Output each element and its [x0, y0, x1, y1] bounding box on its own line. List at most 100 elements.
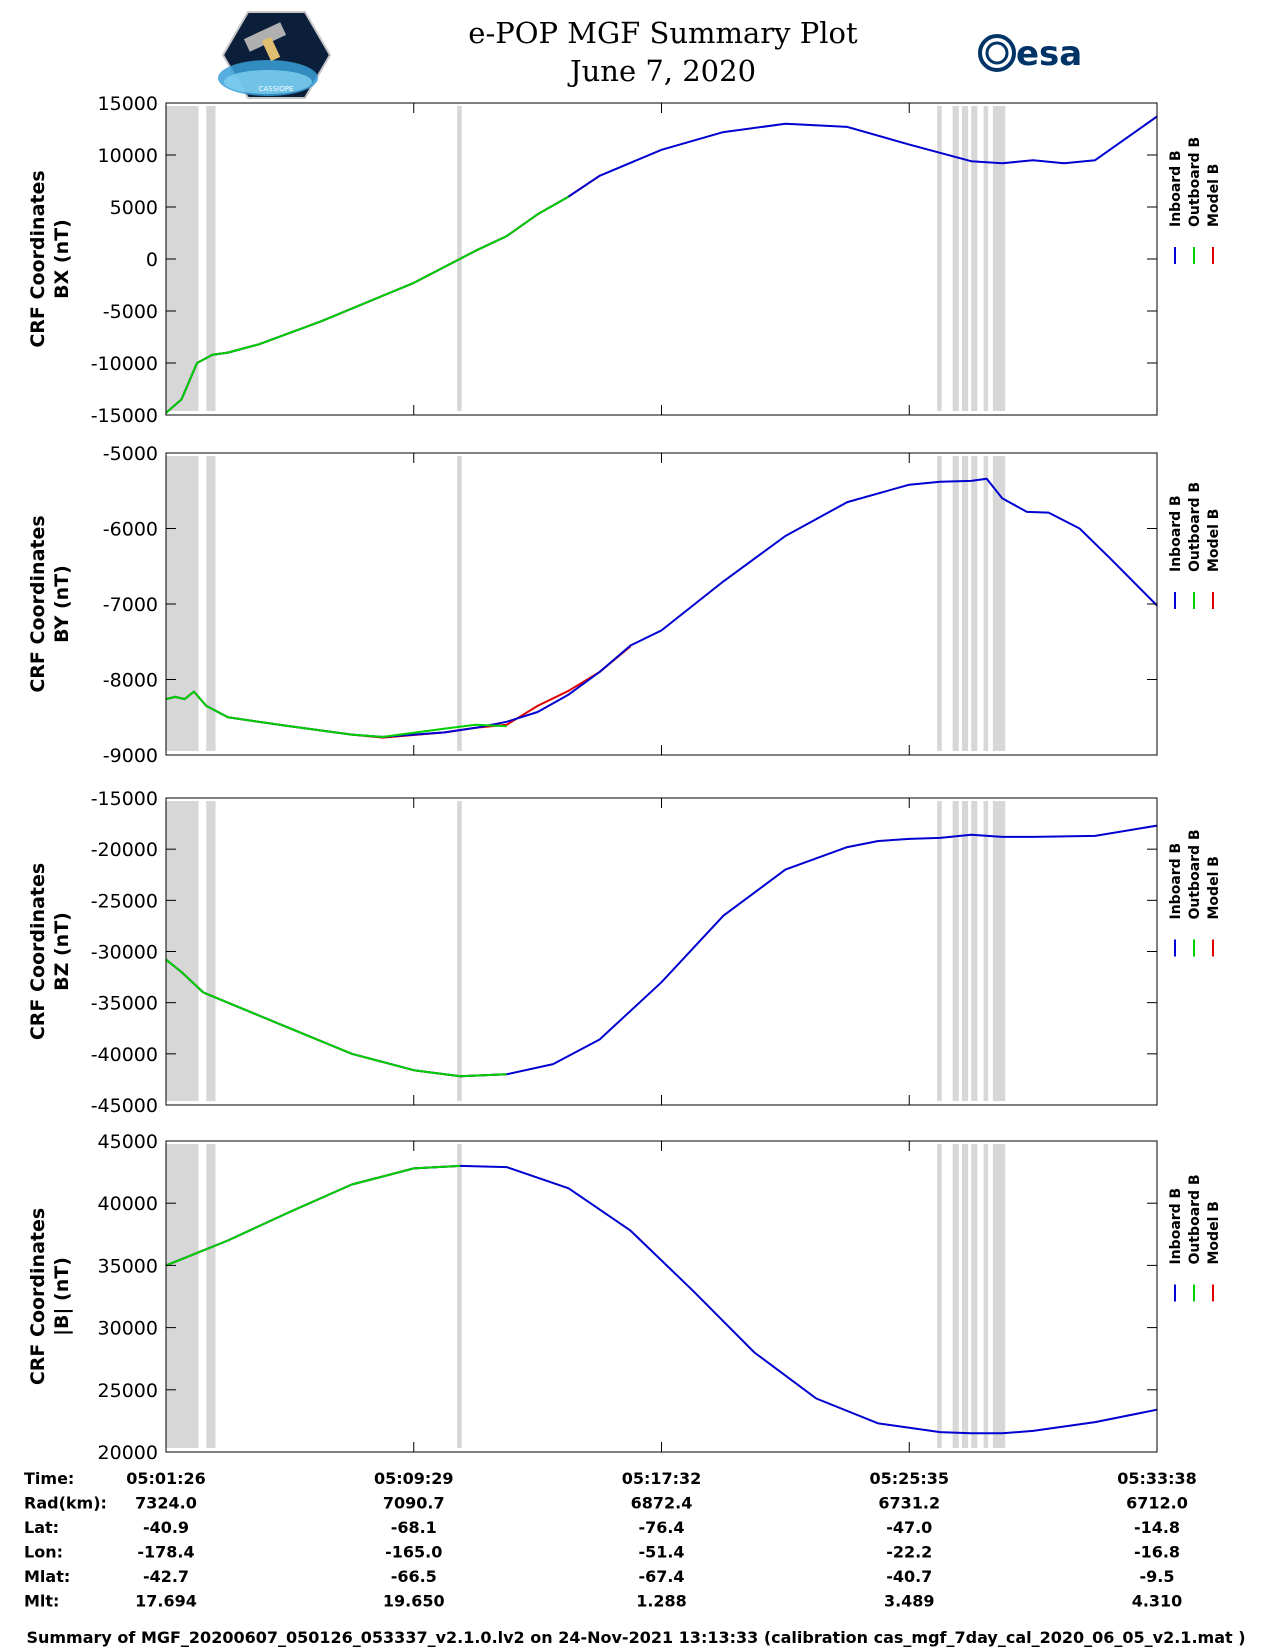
- ephemeris-value: -165.0: [385, 1543, 442, 1562]
- ephemeris-value: 4.310: [1132, 1592, 1183, 1611]
- legend: Inboard B Outboard B Model B: [1168, 1174, 1222, 1302]
- data-gap-band: [457, 456, 462, 751]
- series-line-model-b: [165, 958, 507, 1078]
- y-tick-label: -25000: [91, 890, 158, 912]
- data-gap-band: [983, 106, 989, 411]
- data-gap-band: [971, 801, 978, 1101]
- ephemeris-value: 7090.7: [383, 1494, 445, 1513]
- data-gap-band: [961, 456, 969, 751]
- legend-label: Outboard B: [1187, 829, 1203, 919]
- ephemeris-row: Rad(km): 7324.0 7090.7 6872.4 6731.2 6712.0: [24, 1494, 1188, 1513]
- chart-title-line2: June 7, 2020: [567, 54, 756, 88]
- ephemeris-value: -68.1: [391, 1518, 437, 1537]
- data-gap-band: [952, 106, 959, 411]
- y-tick-label: -45000: [91, 1095, 158, 1117]
- data-gap-band: [457, 801, 462, 1101]
- data-gap-band: [952, 1144, 959, 1448]
- legend-label: Model B: [1206, 509, 1222, 572]
- ephemeris-value: 05:01:26: [126, 1469, 206, 1488]
- data-gap-band: [983, 801, 989, 1101]
- legend: Inboard B Outboard B Model B: [1168, 829, 1222, 957]
- data-gap-band: [937, 801, 942, 1101]
- data-gap-band: [961, 801, 969, 1101]
- ephemeris-value: -40.7: [886, 1567, 932, 1586]
- y-tick-label: 20000: [98, 1442, 158, 1464]
- legend-label: Outboard B: [1187, 137, 1203, 227]
- data-gap-band: [937, 456, 942, 751]
- y-tick-label: 40000: [98, 1193, 158, 1215]
- plot-frame: [165, 797, 1158, 1106]
- bx-panel: 15000 10000 5000 0 -5000 -10000 -15000 CRF Coor…: [27, 93, 1222, 427]
- y-axis-label-line1: CRF Coordinates: [27, 515, 49, 692]
- ephemeris-value: 6731.2: [878, 1494, 940, 1513]
- ephemeris-label: Rad(km):: [24, 1494, 107, 1513]
- ephemeris-row: Lat: -40.9 -68.1 -76.4 -47.0 -14.8: [24, 1518, 1180, 1537]
- panels: 15000 10000 5000 0 -5000 -10000 -15000 CRF Coor…: [27, 93, 1222, 1464]
- ephemeris-value: -14.8: [1134, 1518, 1180, 1537]
- data-gap-band: [937, 106, 942, 411]
- ephemeris-value: 05:25:35: [869, 1469, 949, 1488]
- legend-label: Outboard B: [1187, 482, 1203, 572]
- ephemeris-value: 19.650: [383, 1592, 445, 1611]
- data-gap-band: [457, 1144, 462, 1448]
- ephemeris-value: 1.288: [636, 1592, 687, 1611]
- y-tick-label: -20000: [91, 839, 158, 861]
- series-line-outboard-b: [165, 1164, 461, 1267]
- y-tick-label: -5000: [103, 443, 158, 465]
- ephemeris-value: 05:17:32: [622, 1469, 702, 1488]
- series-line-outboard-b: [165, 958, 507, 1078]
- legend-label: Inboard B: [1168, 150, 1184, 227]
- ephemeris-label: Lon:: [24, 1543, 63, 1562]
- ephemeris-value: -76.4: [638, 1518, 684, 1537]
- ephemeris-value: 05:09:29: [374, 1469, 454, 1488]
- ephemeris-value: 6872.4: [631, 1494, 693, 1513]
- legend: Inboard B Outboard B Model B: [1168, 137, 1222, 264]
- ephemeris-row: Time: 05:01:26 05:09:29 05:17:32 05:25:35 05:…: [24, 1469, 1197, 1488]
- data-gap-band: [961, 106, 969, 411]
- ephemeris-label: Mlat:: [24, 1567, 70, 1586]
- y-tick-label: -7000: [103, 594, 158, 616]
- data-gap-band: [971, 106, 978, 411]
- ephemeris-value: -47.0: [886, 1518, 932, 1537]
- y-tick-label: -5000: [103, 301, 158, 323]
- bmag-panel: 45000 40000 35000 30000 25000 20000 CRF Coordi…: [27, 1131, 1222, 1464]
- ephemeris-row: Mlat: -42.7 -66.5 -67.4 -40.7 -9.5: [24, 1567, 1174, 1586]
- y-tick-label: 25000: [98, 1380, 158, 1402]
- ephemeris-value: 3.489: [884, 1592, 935, 1611]
- esa-logo: esa: [978, 34, 1082, 74]
- data-gap-band: [992, 801, 1006, 1101]
- y-tick-label: -6000: [103, 519, 158, 541]
- y-axis-label-line2: |B| (nT): [51, 1257, 73, 1336]
- data-gap-band: [206, 1144, 216, 1448]
- series-line-inboard-b: [165, 1164, 1158, 1435]
- series-line-model-b: [165, 174, 601, 414]
- ephemeris-value: -66.5: [391, 1567, 437, 1586]
- y-tick-label: -15000: [91, 405, 158, 427]
- y-tick-label: -15000: [91, 788, 158, 810]
- ephemeris-row: Lon: -178.4 -165.0 -51.4 -22.2 -16.8: [24, 1543, 1180, 1562]
- ephemeris-value: -22.2: [886, 1543, 932, 1562]
- ephemeris-value: 7324.0: [135, 1494, 197, 1513]
- series-line-model-b: [165, 645, 632, 739]
- esa-logo-text: esa: [1016, 34, 1082, 74]
- plot-frame: [165, 452, 1158, 756]
- plot-frame: [165, 1140, 1158, 1453]
- y-tick-label: 10000: [98, 145, 158, 167]
- ephemeris-value: -9.5: [1140, 1567, 1175, 1586]
- series-line-outboard-b: [165, 690, 507, 738]
- ephemeris-table: Time: 05:01:26 05:09:29 05:17:32 05:25:35 05:…: [24, 1469, 1197, 1611]
- y-tick-label: -40000: [91, 1044, 158, 1066]
- ephemeris-value: 6712.0: [1126, 1494, 1188, 1513]
- bz-panel: -15000 -20000 -25000 -30000 -35000 -40000 -450…: [27, 788, 1222, 1117]
- data-gap-band: [971, 1144, 978, 1448]
- y-axis-label-line1: CRF Coordinates: [27, 863, 49, 1040]
- y-tick-label: -8000: [103, 670, 158, 692]
- ephemeris-value: -42.7: [143, 1567, 189, 1586]
- chart-title-line1: e-POP MGF Summary Plot: [468, 16, 858, 50]
- data-gap-band: [971, 456, 978, 751]
- y-tick-label: 0: [146, 249, 158, 271]
- y-tick-label: 45000: [98, 1131, 158, 1153]
- series-line-outboard-b: [165, 195, 570, 414]
- y-tick-label: -10000: [91, 353, 158, 375]
